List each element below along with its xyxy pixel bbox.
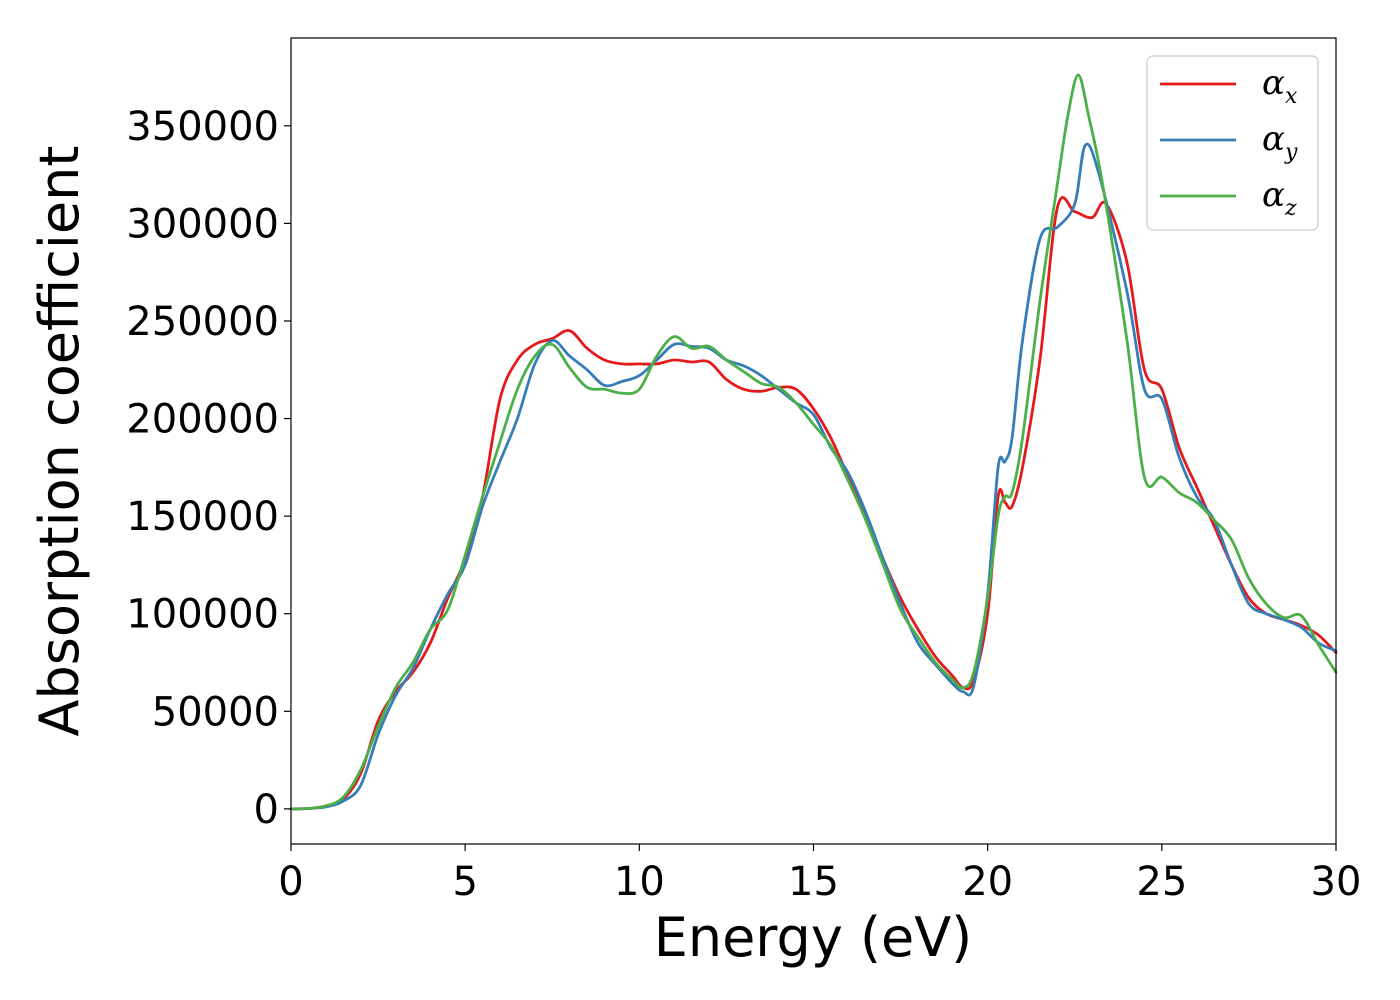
x-tick-label: 5 — [452, 859, 477, 905]
x-tick-label: 30 — [1311, 859, 1362, 905]
legend-subscript: y — [1284, 140, 1298, 165]
y-tick-label: 250000 — [126, 299, 279, 345]
y-tick-label: 200000 — [126, 397, 279, 443]
legend-subscript: x — [1285, 84, 1298, 109]
y-tick-label: 150000 — [126, 494, 279, 540]
legend-label-alpha-y: αy — [1262, 119, 1298, 165]
y-axis-title: Absorption coefficient — [28, 146, 91, 737]
x-tick-label: 25 — [1136, 859, 1187, 905]
x-tick-label: 10 — [614, 859, 665, 905]
series-line-alpha-z — [289, 73, 1338, 811]
series-layer — [289, 73, 1338, 811]
x-axis-title: Energy (eV) — [654, 906, 973, 969]
series-line-alpha-y — [289, 142, 1338, 811]
x-tick-label: 0 — [278, 859, 303, 905]
y-axis: 0 50000 100000 150000 200000 250000 300000 3500… — [126, 104, 291, 833]
legend-subscript: z — [1284, 196, 1297, 221]
y-tick-label: 0 — [254, 787, 279, 833]
x-tick-label: 15 — [788, 859, 839, 905]
x-axis: 0 5 10 15 20 25 30 — [278, 844, 1361, 905]
y-tick-label: 300000 — [126, 201, 279, 247]
x-tick-label: 20 — [962, 859, 1013, 905]
legend-frame — [1146, 55, 1319, 231]
y-tick-label: 100000 — [126, 592, 279, 638]
y-tick-label: 50000 — [152, 689, 279, 735]
y-tick-label: 350000 — [126, 104, 279, 150]
